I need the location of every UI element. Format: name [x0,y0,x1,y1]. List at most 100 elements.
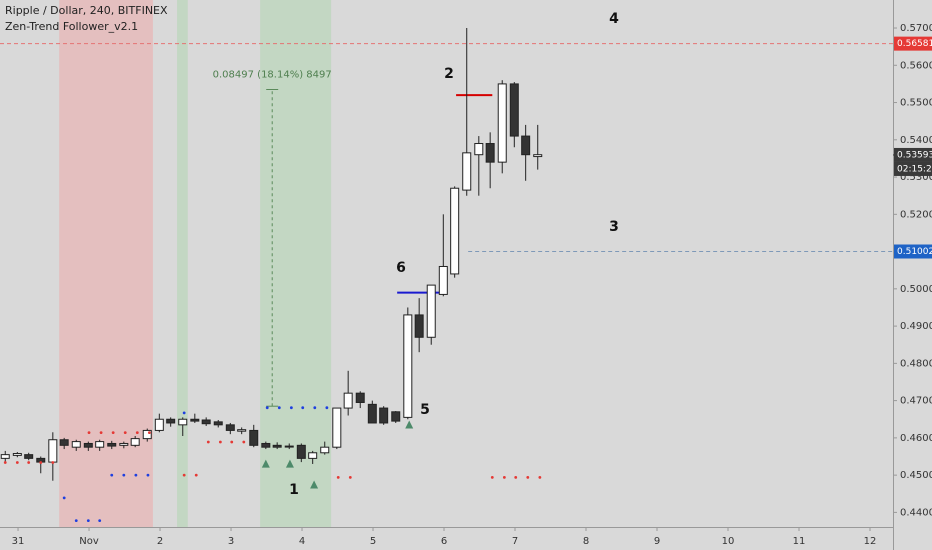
blue-dots [277,406,281,410]
candle-body [403,314,413,418]
blue-dots [146,473,150,477]
x-tick-label: 6 [441,536,447,547]
candle-body [59,439,69,446]
candle-body [130,438,140,446]
signal-triangle [285,459,294,468]
candle-body [426,284,436,338]
candle-body [414,314,424,338]
red-dots [99,431,103,435]
price-label: 0.51002 [897,247,932,257]
red-dots [111,431,115,435]
candle-body [71,441,81,448]
red-dots [514,475,518,479]
red-dots [182,473,186,477]
candle-body [261,442,271,448]
indicator-name: Zen-Trend Follower_v2.1 [5,20,138,33]
candle-body [48,439,58,463]
x-tick-label: 8 [583,536,589,547]
candle-body [462,152,472,191]
x-tick-label: 7 [512,536,518,547]
price-label: 0.56581 [897,39,932,49]
candle-body [379,407,389,424]
price-label-box [894,36,932,51]
red-dots [502,475,506,479]
x-tick-label: 12 [864,536,877,547]
candle-body [237,429,247,432]
candle-body [485,143,495,163]
red-dots [3,461,7,464]
highlight-zone [260,0,332,527]
blue-dots [325,406,329,410]
red-dots [51,461,55,464]
price-label-box [894,244,932,259]
red-dots [230,440,234,444]
candle-body [213,421,223,426]
blue-dots [98,519,102,522]
red-dots [39,461,43,464]
candle-body [355,392,365,403]
red-dots [526,475,530,479]
x-tick-label: Nov [79,536,99,547]
red-dots [15,461,19,464]
candle-body [474,143,484,156]
candle-body [249,429,259,446]
blue-dots [265,406,269,410]
x-tick-label: 4 [299,536,305,547]
blue-dots [86,519,90,522]
last-price-label: 0.53593 [897,150,932,160]
candle-body [509,83,519,137]
countdown-label: 02:15:23 [897,164,932,174]
red-dots [194,473,198,477]
candle-body [272,444,282,448]
candle-body [450,187,460,275]
x-tick-label: 10 [722,536,735,547]
candle-body [166,418,176,424]
candle-body [284,445,294,448]
candle-body [533,154,543,158]
candle-body [190,418,200,422]
x-tick-label: 2 [157,536,163,547]
chart-title: Ripple / Dollar, 240, BITFINEX [5,4,168,17]
candle-body [343,392,353,409]
red-dots [538,475,542,479]
annotation: 3 [609,219,619,235]
blue-dots [74,519,78,522]
blue-dots [110,473,114,477]
annotation: 2 [444,66,454,82]
signal-triangle [261,459,270,468]
candle-body [178,418,188,426]
measure-label: 0.08497 (18.14%) 8497 [213,69,332,80]
annotation: 4 [609,11,619,27]
highlight-zone [177,0,188,527]
blue-dots [313,406,317,410]
candle-body [497,83,507,163]
candle-body [24,454,34,459]
candle-body [142,429,152,440]
red-dots [490,475,494,479]
red-dots [27,461,31,464]
blue-dots [134,473,138,477]
annotation: 1 [289,482,299,498]
candle-body [332,407,342,448]
blue-dots [301,406,305,410]
red-dots [218,440,222,444]
x-tick-label: 5 [370,536,376,547]
candle-body [320,446,330,454]
blue-dots [182,411,186,415]
candle-body [296,444,306,459]
red-dots [206,440,210,444]
candle-body [95,441,105,448]
highlight-zone [59,0,153,527]
red-dots [147,431,151,435]
